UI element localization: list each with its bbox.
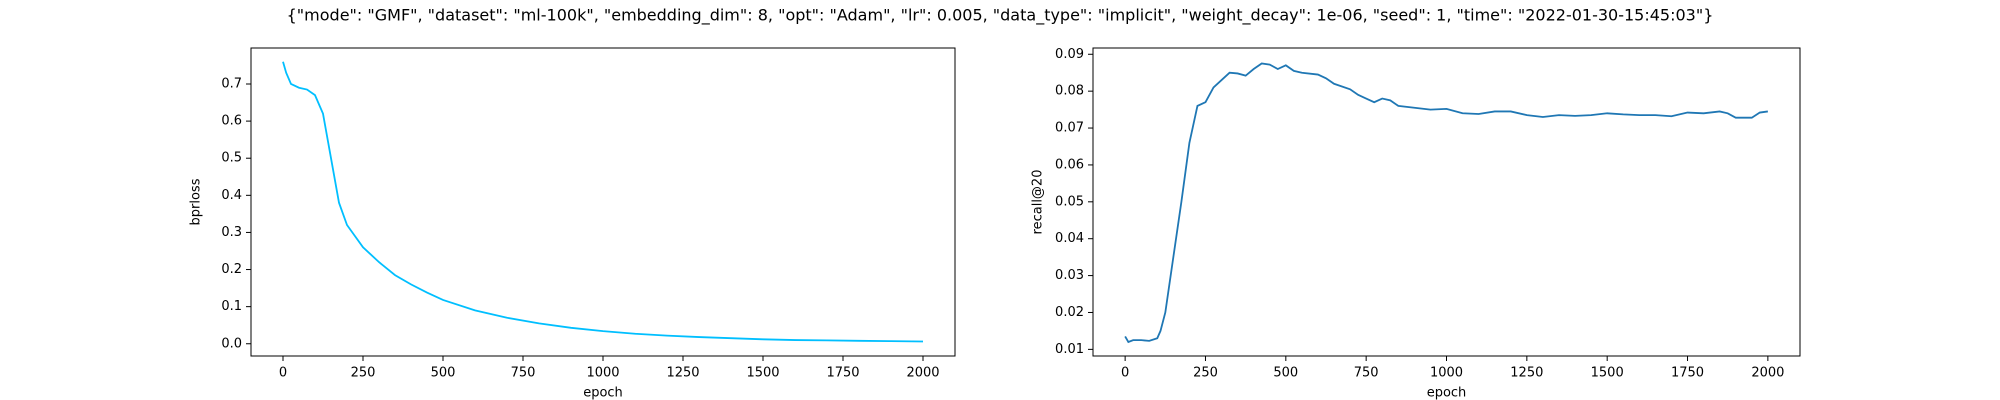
x-axis-label: epoch [1427, 386, 1467, 400]
y-tick-label: 0.6 [221, 114, 242, 129]
figure-title: {"mode": "GMF", "dataset": "ml-100k", "e… [287, 6, 1714, 26]
y-tick-label: 0.4 [221, 188, 242, 203]
y-tick-label: 0.2 [221, 262, 242, 277]
y-tick-label: 0.7 [221, 76, 242, 91]
y-tick-label: 0.07 [1055, 121, 1084, 136]
y-tick-label: 0.08 [1055, 84, 1084, 99]
x-tick-label: 1500 [746, 366, 779, 381]
x-axis-label: epoch [583, 386, 623, 400]
y-tick-label: 0.09 [1055, 47, 1084, 62]
y-tick-label: 0.04 [1055, 231, 1084, 246]
x-tick-label: 0 [1121, 366, 1129, 381]
data-line [282, 61, 924, 343]
y-tick-label: 0.1 [221, 299, 242, 314]
y-axis-label: bprloss [189, 178, 204, 225]
x-tick-label: 1000 [586, 366, 619, 381]
x-tick-label: 0 [279, 366, 287, 381]
x-tick-label: 500 [1273, 366, 1298, 381]
y-tick-label: 0.3 [221, 225, 242, 240]
x-tick-label: 1500 [1591, 366, 1624, 381]
x-tick-label: 750 [511, 366, 536, 381]
y-tick-label: 0.06 [1055, 157, 1084, 172]
y-tick-label: 0.0 [221, 336, 242, 351]
x-tick-label: 2000 [1751, 366, 1784, 381]
x-tick-label: 750 [1354, 366, 1379, 381]
x-tick-label: 500 [431, 366, 456, 381]
y-tick-label: 0.5 [221, 151, 242, 166]
y-tick-label: 0.01 [1055, 342, 1084, 357]
x-tick-label: 1250 [666, 366, 699, 381]
x-tick-label: 1000 [1430, 366, 1463, 381]
y-axis-label: recall@20 [1031, 170, 1046, 235]
x-tick-label: 1750 [826, 366, 859, 381]
y-tick-label: 0.02 [1055, 305, 1084, 320]
y-tick-label: 0.05 [1055, 194, 1084, 209]
x-tick-label: 2000 [906, 366, 939, 381]
data-line [1124, 62, 1768, 344]
y-tick-label: 0.03 [1055, 268, 1084, 283]
plot-frame [1092, 47, 1801, 357]
x-tick-label: 1250 [1510, 366, 1543, 381]
x-tick-label: 250 [1193, 366, 1218, 381]
plot-frame [250, 47, 956, 357]
x-tick-label: 250 [351, 366, 376, 381]
x-tick-label: 1750 [1671, 366, 1704, 381]
